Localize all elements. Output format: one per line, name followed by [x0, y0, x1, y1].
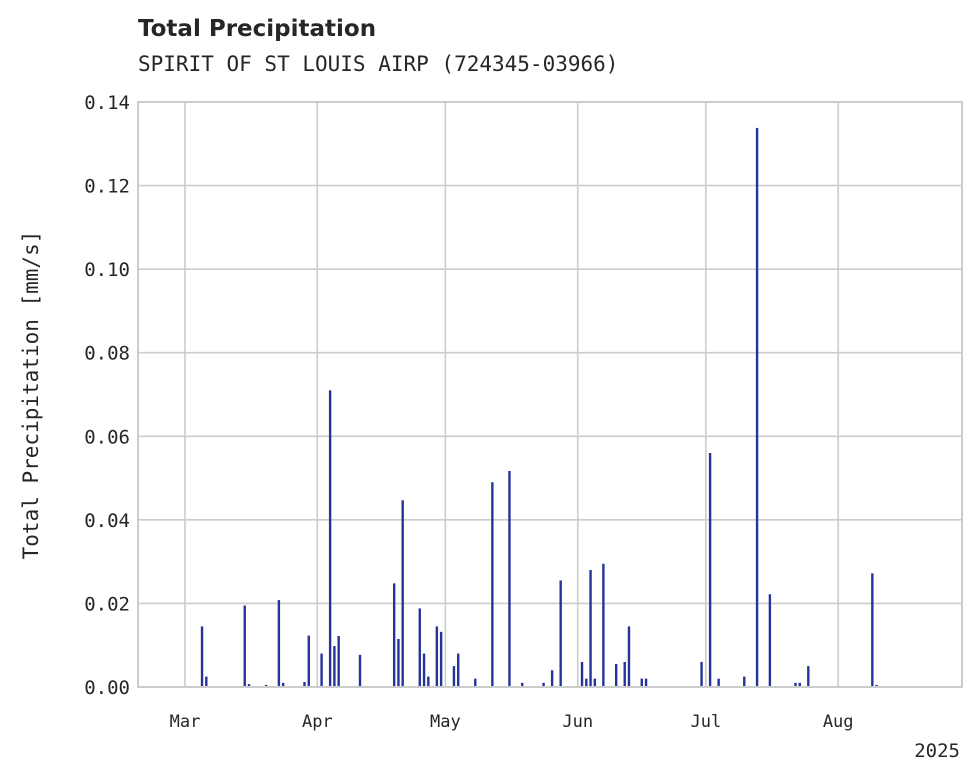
y-tick-label: 0.00 [84, 677, 130, 699]
x-tick-label: Jun [562, 712, 593, 732]
precipitation-bar [392, 583, 396, 687]
precipitation-bar [281, 682, 285, 687]
x-tick-label: Apr [302, 712, 333, 732]
precipitation-bar [755, 127, 759, 687]
precipitation-bar [243, 605, 246, 687]
precipitation-bar [602, 563, 605, 687]
precipitation-bar [474, 678, 477, 687]
precipitation-bar [247, 684, 251, 687]
precipitation-bar [623, 661, 626, 687]
precipitation-bar [550, 670, 554, 687]
precipitation-bar [320, 653, 323, 687]
precipitation-bar [743, 676, 746, 687]
x-tick-label: Jul [690, 712, 721, 732]
precipitation-bar [358, 654, 362, 687]
x-axis-year-label: 2025 [914, 740, 960, 762]
precipitation-bar [768, 594, 772, 687]
precipitation-bar [328, 390, 332, 687]
precipitation-bar [427, 676, 430, 687]
precipitation-bar [439, 631, 443, 687]
y-tick-label: 0.12 [84, 176, 130, 198]
precipitation-bar [307, 635, 310, 687]
precipitation-bar [303, 681, 306, 687]
precipitation-bar [542, 682, 545, 687]
precipitation-bar [457, 653, 460, 687]
precipitation-bar [593, 678, 597, 687]
grid-lines [138, 101, 962, 688]
y-tick-label: 0.10 [84, 259, 130, 281]
precipitation-bar [205, 676, 208, 687]
precipitation-bar [401, 500, 404, 687]
y-tick-label: 0.08 [84, 343, 130, 365]
x-axis-ticks: Mar Apr May Jun Jul Aug [170, 712, 854, 732]
precipitation-bar [418, 608, 421, 687]
precipitation-bar [422, 653, 426, 687]
precipitation-bar [871, 573, 874, 687]
plot-frame [137, 101, 963, 688]
x-tick-label: May [430, 712, 461, 732]
precipitation-bar [491, 482, 494, 687]
precipitation-bar [798, 682, 801, 687]
y-axis-ticks: 0.00 0.02 0.04 0.06 0.08 0.10 0.12 0.14 [84, 92, 130, 699]
precipitation-bar [875, 684, 878, 687]
precipitation-bar [200, 626, 204, 687]
precipitation-bar [700, 661, 703, 687]
x-tick-label: Aug [823, 712, 854, 732]
y-tick-label: 0.04 [84, 510, 130, 532]
precipitation-bar [627, 626, 631, 687]
precipitation-bar [807, 666, 810, 687]
precipitation-bar [717, 678, 720, 687]
precipitation-bar [397, 638, 400, 687]
precipitation-bar [333, 646, 336, 687]
precipitation-bar [708, 453, 712, 687]
x-tick-label: Mar [170, 712, 201, 732]
chart-subtitle: SPIRIT OF ST LOUIS AIRP (724345-03966) [138, 52, 619, 76]
y-axis-label: Total Precipitation [mm/s] [19, 231, 43, 560]
y-tick-label: 0.06 [84, 426, 130, 448]
precipitation-bar [435, 626, 439, 687]
precipitation-bar [585, 678, 588, 687]
precipitation-bar [337, 636, 340, 687]
precipitation-bar [614, 664, 618, 687]
bar-series [200, 127, 878, 687]
precipitation-bar [452, 666, 456, 687]
precipitation-bar [640, 678, 643, 687]
precipitation-bar [589, 570, 592, 687]
precipitation-bar [508, 470, 511, 687]
precipitation-bar [559, 580, 562, 687]
chart-title: Total Precipitation [138, 16, 377, 42]
precipitation-bar [794, 682, 797, 687]
y-tick-label: 0.14 [84, 92, 130, 114]
precipitation-bar [644, 678, 648, 687]
y-tick-label: 0.02 [84, 593, 130, 615]
precipitation-bar [277, 600, 281, 687]
precipitation-bar [521, 682, 524, 687]
precipitation-bar [580, 661, 584, 687]
precipitation-bar [264, 684, 268, 687]
